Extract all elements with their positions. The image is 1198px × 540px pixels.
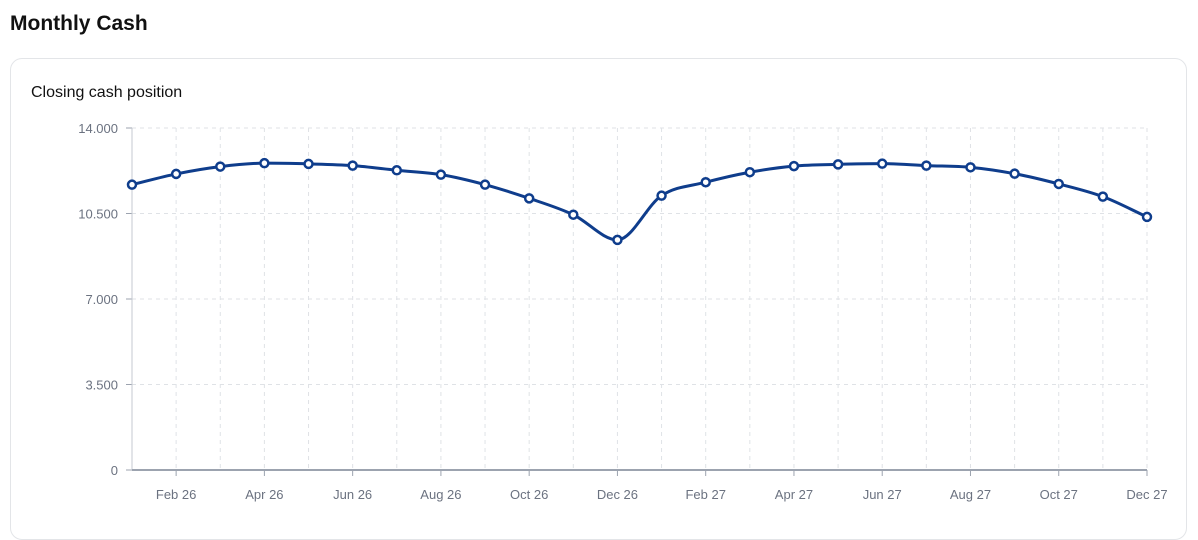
data-point — [568, 209, 579, 220]
data-point — [788, 160, 800, 172]
data-point — [347, 160, 358, 171]
page-title: Monthly Cash — [10, 12, 148, 35]
data-point — [965, 162, 976, 173]
x-tick-label: Oct 26 — [510, 487, 548, 502]
data-point — [1141, 211, 1153, 223]
x-tick-label: Jun 26 — [333, 487, 372, 502]
x-tick-label: Feb 27 — [685, 487, 725, 502]
data-point — [876, 158, 888, 169]
data-point — [435, 169, 447, 180]
data-point — [656, 190, 667, 201]
data-point — [1053, 178, 1064, 190]
data-point — [259, 157, 270, 169]
y-tick-label: 3.500 — [85, 378, 118, 393]
data-point — [1097, 191, 1109, 202]
x-tick-label: Jun 27 — [863, 487, 902, 502]
data-point — [126, 179, 138, 190]
data-point — [921, 160, 932, 171]
y-tick-label: 14.000 — [78, 121, 118, 136]
y-tick-label: 0 — [111, 463, 118, 478]
series-line — [131, 161, 1148, 242]
data-point — [700, 176, 711, 188]
x-tick-label: Oct 27 — [1040, 487, 1078, 502]
x-tick-label: Aug 26 — [420, 487, 461, 502]
x-tick-label: Dec 26 — [597, 487, 638, 502]
data-point — [832, 159, 844, 170]
x-tick-label: Feb 26 — [156, 487, 196, 502]
line-chart: 0 3.500 7.000 10.500 14.000 Feb 26 Apr 26 Jun 2… — [78, 121, 1167, 502]
data-point — [744, 166, 756, 178]
data-point — [170, 168, 182, 180]
y-tick-label: 7.000 — [85, 292, 118, 307]
data-point — [479, 179, 491, 190]
chart-title: Closing cash position — [31, 84, 183, 101]
data-point — [215, 161, 226, 172]
y-tick-label: 10.500 — [78, 207, 118, 222]
data-point — [391, 165, 403, 176]
data-point — [1009, 168, 1020, 179]
data-point — [523, 193, 535, 204]
data-point — [612, 234, 623, 246]
x-tick-label: Apr 27 — [775, 487, 813, 502]
x-tick-label: Apr 26 — [245, 487, 283, 502]
data-point — [303, 158, 314, 170]
x-tick-label: Dec 27 — [1126, 487, 1167, 502]
x-tick-label: Aug 27 — [950, 487, 991, 502]
